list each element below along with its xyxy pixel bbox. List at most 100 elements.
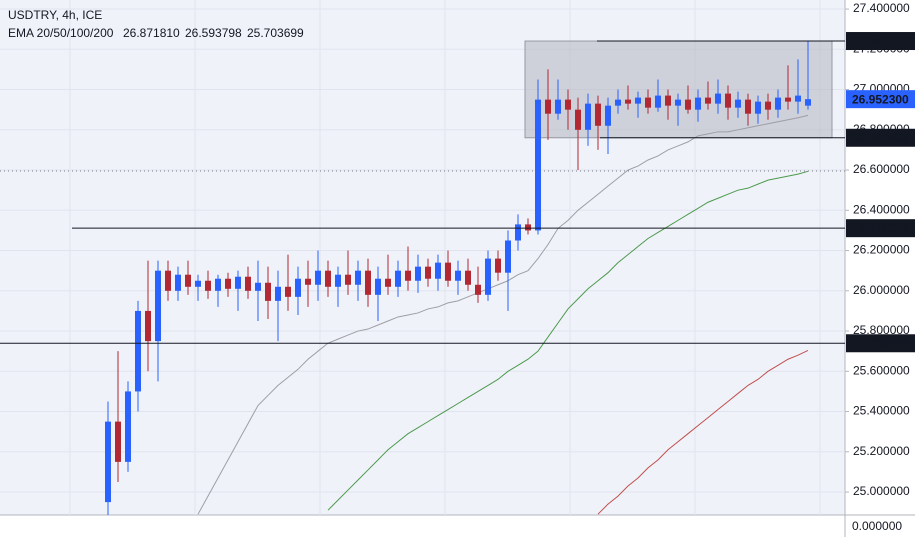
level-tag — [846, 128, 915, 147]
candle-body — [535, 99, 541, 231]
candle-body — [755, 101, 761, 114]
level-label: 27.241125 — [852, 34, 908, 48]
candle-body — [405, 270, 411, 281]
candle-body — [335, 274, 341, 287]
candle-body — [485, 258, 491, 295]
candle-body — [665, 95, 671, 106]
candle-body — [145, 310, 151, 342]
candle-body — [765, 101, 771, 110]
candle-body — [775, 97, 781, 110]
plot — [0, 40, 845, 515]
chart-title: USDTRY, 4h, ICE — [8, 8, 102, 22]
candle-body — [795, 95, 801, 102]
candle-body — [155, 270, 161, 342]
candle-body — [265, 282, 271, 301]
candle-body — [385, 278, 391, 287]
level-label: 25.739348 — [852, 336, 909, 350]
candle-body — [745, 99, 751, 114]
candle-body — [625, 99, 631, 104]
candle-body — [585, 103, 591, 130]
axis-labels: 27.40000027.20000027.00000026.80000026.6… — [845, 1, 915, 498]
candle-body — [595, 103, 601, 126]
candle-body — [175, 274, 181, 291]
candle-body — [295, 278, 301, 297]
y-tick-label: 26.600000 — [853, 162, 910, 176]
price-axis — [845, 0, 915, 537]
y-tick-label: 25.600000 — [853, 363, 910, 377]
candle-body — [205, 280, 211, 291]
legend-value: 26.871810 — [123, 26, 180, 40]
candle-body — [735, 99, 741, 108]
candle-body — [135, 310, 141, 392]
candle-body — [305, 278, 311, 285]
candle-body — [565, 99, 571, 110]
candle-body — [655, 95, 661, 108]
candle-body — [555, 99, 561, 114]
grid — [0, 0, 845, 515]
last-price-tag — [846, 90, 915, 109]
y-tick-label: 26.400000 — [853, 202, 910, 216]
ema-line — [327, 170, 809, 511]
level-tag — [846, 219, 915, 238]
candle-body — [225, 278, 231, 289]
candle-body — [645, 97, 651, 108]
candle-body — [715, 93, 721, 104]
candle-body — [105, 421, 111, 503]
candle-body — [635, 97, 641, 104]
candle-body — [115, 421, 121, 462]
candle-body — [315, 270, 321, 285]
y-tick-label: 25.200000 — [853, 444, 910, 458]
ema-line — [197, 114, 809, 515]
candle-body — [365, 270, 371, 295]
last-price-label: 26.952300 — [852, 92, 909, 106]
legend-value: 25.703699 — [247, 26, 304, 40]
candle-body — [505, 240, 511, 273]
candle-body — [255, 282, 261, 291]
candle-body — [195, 280, 201, 287]
candle-body — [165, 270, 171, 291]
candle-body — [325, 270, 331, 287]
candle-body — [445, 262, 451, 281]
candle-body — [345, 274, 351, 285]
level-tag — [846, 32, 915, 51]
y-tick-label: 25.000000 — [853, 484, 910, 498]
candle-body — [425, 266, 431, 279]
bottom-strip — [0, 515, 845, 537]
candle-body — [415, 266, 421, 281]
candle-body — [545, 99, 551, 114]
candle-body — [785, 97, 791, 102]
y-tick-label: 27.400000 — [853, 1, 910, 15]
indicator-label: EMA 20/50/100/200 — [8, 26, 114, 40]
candle-body — [615, 99, 621, 106]
candle-body — [805, 99, 811, 106]
candle-body — [695, 97, 701, 110]
level-label: 26.311212 — [852, 221, 908, 235]
y-tick-label: 26.000000 — [853, 283, 910, 297]
candle-body — [235, 276, 241, 289]
candle-body — [285, 286, 291, 297]
candle-body — [355, 270, 361, 285]
candle-body — [475, 284, 481, 295]
candle-body — [465, 270, 471, 285]
legend-value: 26.593798 — [185, 26, 242, 40]
candle-body — [185, 274, 191, 287]
candle-body — [685, 99, 691, 110]
candle-body — [725, 93, 731, 108]
candle-body — [495, 258, 501, 273]
candle-body — [215, 278, 221, 291]
candle-body — [675, 99, 681, 106]
candle-body — [435, 262, 441, 279]
candle-body — [605, 105, 611, 126]
candle-body — [395, 270, 401, 287]
candle-body — [515, 224, 521, 241]
bottom-tick-label: 0.000000 — [852, 519, 902, 533]
candle-body — [125, 391, 131, 462]
y-tick-label: 25.800000 — [853, 323, 910, 337]
level-tag — [846, 334, 915, 353]
ema-line — [597, 349, 809, 515]
candle-body — [455, 270, 461, 281]
candle-body — [525, 224, 531, 231]
candle-body — [375, 278, 381, 295]
y-tick-label: 25.400000 — [853, 404, 910, 418]
